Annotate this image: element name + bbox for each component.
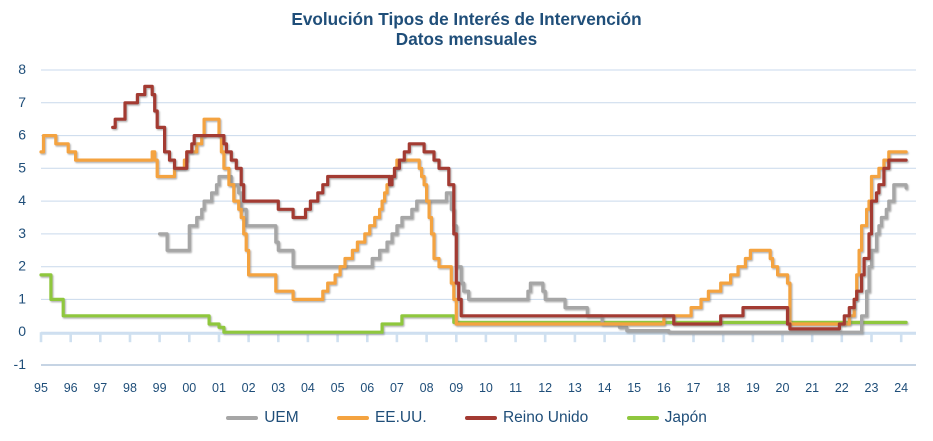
svg-text:08: 08 — [420, 381, 434, 395]
svg-text:06: 06 — [360, 381, 374, 395]
svg-text:18: 18 — [716, 381, 730, 395]
svg-text:22: 22 — [835, 381, 849, 395]
svg-text:17: 17 — [687, 381, 701, 395]
svg-text:05: 05 — [331, 381, 345, 395]
svg-text:2: 2 — [18, 258, 26, 274]
svg-text:97: 97 — [93, 381, 107, 395]
svg-text:5: 5 — [18, 159, 26, 175]
svg-text:11: 11 — [509, 381, 522, 395]
svg-text:6: 6 — [18, 127, 26, 143]
svg-text:-1: -1 — [14, 356, 27, 372]
svg-text:20: 20 — [776, 381, 790, 395]
svg-text:24: 24 — [894, 381, 908, 395]
svg-text:99: 99 — [153, 381, 167, 395]
svg-text:8: 8 — [18, 61, 26, 77]
svg-text:09: 09 — [449, 381, 463, 395]
svg-text:10: 10 — [479, 381, 493, 395]
svg-text:19: 19 — [746, 381, 760, 395]
svg-text:00: 00 — [182, 381, 196, 395]
svg-text:04: 04 — [301, 381, 315, 395]
svg-text:1: 1 — [18, 290, 26, 306]
svg-text:3: 3 — [18, 225, 26, 241]
svg-text:03: 03 — [271, 381, 285, 395]
svg-text:14: 14 — [598, 381, 612, 395]
svg-text:12: 12 — [538, 381, 552, 395]
svg-text:96: 96 — [64, 381, 78, 395]
svg-text:7: 7 — [18, 94, 26, 110]
svg-text:4: 4 — [18, 192, 26, 208]
svg-text:01: 01 — [212, 381, 226, 395]
svg-text:0: 0 — [18, 323, 26, 339]
svg-text:15: 15 — [627, 381, 641, 395]
svg-text:02: 02 — [242, 381, 256, 395]
svg-text:95: 95 — [34, 381, 48, 395]
svg-text:98: 98 — [123, 381, 137, 395]
svg-text:07: 07 — [390, 381, 404, 395]
svg-text:23: 23 — [865, 381, 879, 395]
svg-text:13: 13 — [568, 381, 582, 395]
svg-text:21: 21 — [805, 381, 819, 395]
svg-text:16: 16 — [657, 381, 671, 395]
